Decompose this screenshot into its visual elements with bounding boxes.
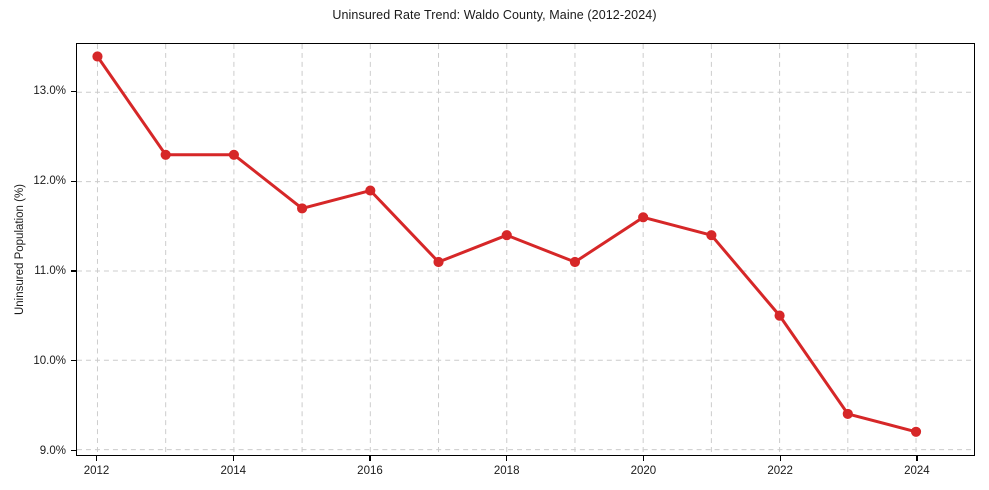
x-axis-tick-label: 2018 xyxy=(493,465,520,477)
x-axis-tick-mark xyxy=(506,456,508,461)
data-point-marker xyxy=(910,426,922,437)
x-axis-tick-label: 2014 xyxy=(220,465,247,477)
data-point-marker xyxy=(501,230,512,241)
x-axis-tick-mark xyxy=(232,456,234,461)
chart-title: Uninsured Rate Trend: Waldo County, Main… xyxy=(332,8,657,22)
x-axis-tick-label: 2012 xyxy=(83,465,110,477)
x-axis-tick-label: 2022 xyxy=(767,465,793,477)
data-series-layer xyxy=(92,51,922,437)
x-axis-tick-mark xyxy=(916,456,918,461)
y-axis-title: Uninsured Population (%) xyxy=(14,183,26,316)
x-axis-tick-mark xyxy=(95,456,98,461)
gridlines xyxy=(77,44,974,455)
x-axis-tick-mark xyxy=(642,456,645,461)
x-axis-tick-label: 2024 xyxy=(904,465,930,477)
data-point-marker xyxy=(706,230,717,241)
data-point-marker xyxy=(92,51,103,62)
data-point-marker xyxy=(365,185,376,196)
data-point-marker xyxy=(160,149,171,160)
data-point-marker xyxy=(842,408,853,419)
data-point-marker xyxy=(774,310,785,321)
data-point-marker xyxy=(228,149,239,160)
data-point-marker xyxy=(297,203,308,214)
data-point-marker xyxy=(638,212,649,223)
data-point-marker xyxy=(569,256,581,268)
plot-area xyxy=(76,43,975,456)
x-axis-tick-label: 2016 xyxy=(357,465,383,477)
x-axis-tick-mark xyxy=(369,456,371,461)
series-line xyxy=(95,55,918,434)
x-axis-tick-mark xyxy=(779,456,781,461)
x-axis-tick-label: 2020 xyxy=(630,465,657,477)
data-point-marker xyxy=(433,256,444,268)
